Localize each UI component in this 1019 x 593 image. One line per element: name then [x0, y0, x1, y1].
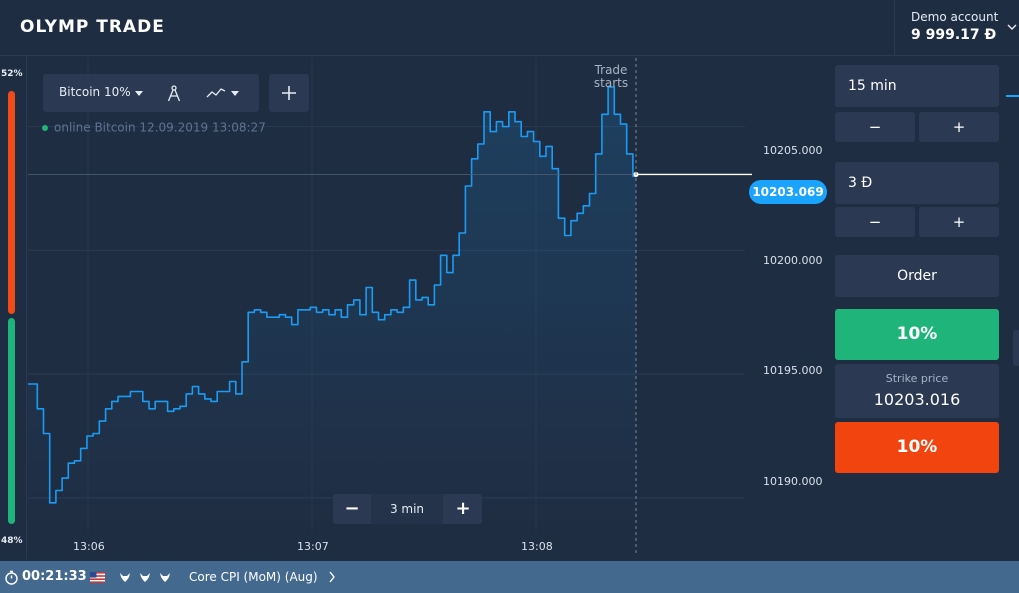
asset-percent: 10%	[103, 85, 131, 99]
stopwatch-icon	[5, 570, 18, 585]
trade-starts-label: Trade starts	[592, 64, 630, 90]
series-line	[28, 86, 636, 504]
order-button[interactable]: Order	[835, 255, 999, 297]
y-tick-label: 10190.000	[763, 475, 823, 488]
timeframe-zoom: − 3 min +	[333, 494, 482, 524]
current-price-badge: 10203.069	[749, 180, 827, 204]
side-panel-handle[interactable]	[1013, 330, 1019, 366]
economic-event-name[interactable]: Core CPI (MoM) (Aug)	[189, 570, 318, 584]
y-tick-label: 10205.000	[763, 144, 823, 157]
status-state: online	[54, 120, 91, 135]
account-balance: 9 999.17 Đ	[911, 27, 997, 43]
sentiment-down-percent: 48%	[1, 536, 23, 546]
indicator-caret-icon[interactable]	[231, 91, 239, 96]
add-chart-button[interactable]	[269, 74, 309, 112]
asset-caret-icon[interactable]	[135, 91, 143, 96]
status-datetime: 12.09.2019 13:08:27	[139, 120, 266, 135]
compass-icon[interactable]	[167, 85, 181, 102]
price-chart[interactable]	[0, 0, 835, 560]
chevron-down-icon[interactable]	[1007, 22, 1017, 32]
sentiment-up-percent: 52%	[1, 69, 23, 79]
asset-selector[interactable]: Bitcoin 10%	[59, 85, 131, 99]
down-trade-button[interactable]: 10%	[835, 422, 999, 473]
duration-value: 15 min	[848, 78, 897, 94]
amount-increase-button[interactable]: +	[919, 207, 999, 237]
x-tick-label: 13:08	[521, 540, 553, 553]
chevron-right-icon[interactable]	[328, 571, 336, 583]
trend-line-icon[interactable]	[206, 87, 226, 99]
us-flag-icon	[90, 572, 105, 583]
status-asset: Bitcoin	[94, 120, 136, 135]
logo: OLYMP TRADE	[20, 17, 165, 37]
series-area	[28, 87, 636, 530]
connection-status: online Bitcoin 12.09.2019 13:08:27	[42, 120, 266, 135]
event-countdown: 00:21:33	[22, 569, 87, 584]
chart-toolbar: Bitcoin 10%	[43, 74, 259, 112]
trade-starts-line1: Trade	[594, 63, 628, 77]
duration-decrease-button[interactable]: −	[835, 112, 915, 142]
zoom-in-button[interactable]: +	[455, 498, 471, 519]
sentiment-down-bar	[8, 318, 15, 524]
bull-icon	[120, 573, 170, 582]
bottom-bar: 00:21:33 Core CPI (MoM) (Aug)	[0, 561, 1019, 593]
duration-increase-button[interactable]: +	[919, 112, 999, 142]
sentiment-up-bar	[8, 91, 15, 314]
strike-price-value: 10203.016	[873, 390, 961, 409]
strike-price-box: Strike price 10203.016	[835, 364, 999, 418]
account-selector[interactable]: Demo account 9 999.17 Đ	[894, 0, 1019, 56]
panel-edge-indicator	[1006, 95, 1019, 97]
y-tick-label: 10195.000	[763, 364, 823, 377]
up-trade-button[interactable]: 10%	[835, 309, 999, 360]
duration-field[interactable]: 15 min	[835, 65, 999, 107]
top-bar: OLYMP TRADE Demo account 9 999.17 Đ	[0, 0, 1019, 56]
strike-price-label: Strike price	[885, 372, 949, 385]
zoom-out-button[interactable]: −	[344, 498, 360, 519]
x-tick-label: 13:06	[73, 540, 105, 553]
amount-value: 3 Đ	[848, 175, 873, 191]
online-dot-icon	[42, 124, 48, 131]
trader-sentiment: 52% 48%	[0, 56, 27, 559]
x-tick-label: 13:07	[297, 540, 329, 553]
trade-starts-line2: starts	[593, 76, 629, 90]
account-type-label: Demo account	[911, 10, 999, 24]
timeframe-value: 3 min	[371, 494, 443, 524]
amount-field[interactable]: 3 Đ	[835, 162, 999, 204]
asset-name: Bitcoin	[59, 85, 101, 99]
amount-decrease-button[interactable]: −	[835, 207, 915, 237]
plus-icon	[282, 86, 296, 100]
y-tick-label: 10200.000	[763, 254, 823, 267]
